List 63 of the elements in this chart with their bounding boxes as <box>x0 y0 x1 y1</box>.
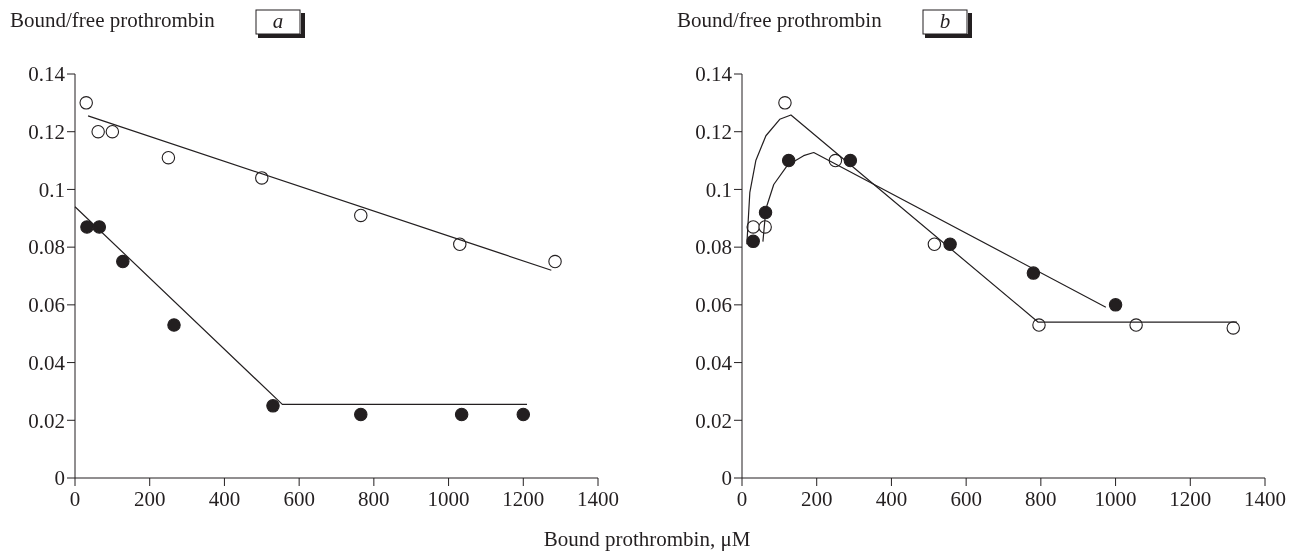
y-tick-label: 0.1 <box>705 177 732 202</box>
x-tick-label: 1200 <box>1169 487 1212 511</box>
x-tick-label: 600 <box>283 487 315 511</box>
x-tick-label: 400 <box>875 487 908 511</box>
y-tick-label: 0.06 <box>28 293 65 318</box>
y-tick-label: 0 <box>721 466 732 491</box>
x-tick-label: 200 <box>800 487 833 511</box>
point <box>746 234 760 249</box>
y-tick-label: 0.02 <box>695 408 732 433</box>
x-tick-label: 1400 <box>1244 487 1286 511</box>
x-tick-label: 1000 <box>1094 487 1137 511</box>
y-tick-label: 0.08 <box>28 235 65 260</box>
x-tick-label: 0 <box>69 487 81 511</box>
point <box>167 318 181 332</box>
x-tick-label: 800 <box>1025 487 1057 511</box>
x-tick-label: 0 <box>736 487 748 511</box>
point <box>1226 321 1240 335</box>
x-axis-title: Bound prothrombin, μM <box>543 527 751 551</box>
point <box>91 124 105 139</box>
chart-title: a <box>272 9 284 33</box>
point <box>1026 266 1041 280</box>
point <box>1129 318 1143 332</box>
x-tick-label: 1000 <box>427 487 470 511</box>
y-tick-label: 0.04 <box>695 350 733 375</box>
y-tick-label: 0 <box>54 466 65 491</box>
y-tick-label: 0.04 <box>28 350 66 375</box>
y-tick-label: 0.14 <box>28 62 66 87</box>
point <box>80 220 94 234</box>
point <box>79 96 93 110</box>
y-tick-label: 0.1 <box>38 177 65 202</box>
point <box>354 208 368 223</box>
x-tick-label: 1400 <box>577 487 619 511</box>
y-tick-label: 0.14 <box>695 62 733 87</box>
x-tick-label: 1200 <box>502 487 545 511</box>
point <box>354 407 368 422</box>
point <box>943 237 957 252</box>
x-tick-label: 800 <box>358 487 390 511</box>
point <box>516 407 531 422</box>
point <box>927 237 942 252</box>
x-tick-label: 200 <box>133 487 166 511</box>
y-tick-label: 0.12 <box>695 120 732 145</box>
x-tick-label: 400 <box>208 487 241 511</box>
point <box>781 153 796 168</box>
chart-title: b <box>939 9 951 33</box>
point <box>1032 318 1046 332</box>
point <box>105 124 120 139</box>
point <box>778 96 792 110</box>
y-tick-label: 0.02 <box>28 408 65 433</box>
point <box>454 407 469 422</box>
point <box>161 150 176 165</box>
y-tick-label: 0.12 <box>28 120 65 145</box>
x-tick-label: 600 <box>950 487 982 511</box>
point <box>843 153 858 168</box>
point <box>1108 298 1123 312</box>
y-tick-label: 0.06 <box>695 293 732 318</box>
point <box>116 254 130 269</box>
y-tick-label: 0.08 <box>695 235 732 260</box>
point <box>548 254 562 269</box>
y-axis-title: Bound/free prothrombin <box>10 8 216 32</box>
point <box>266 399 280 413</box>
point <box>453 237 467 252</box>
y-axis-title: Bound/free prothrombin <box>677 8 883 32</box>
point <box>758 205 773 220</box>
